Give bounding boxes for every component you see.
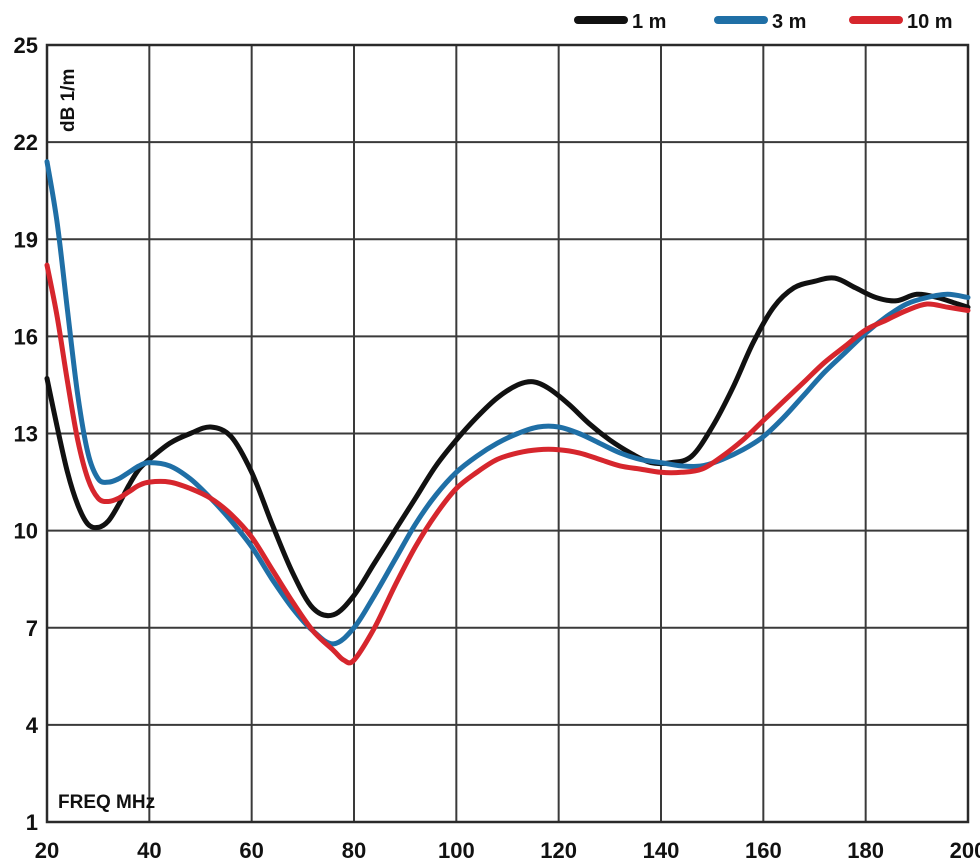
x-tick-label: 100 xyxy=(438,838,475,863)
x-tick-label: 140 xyxy=(643,838,680,863)
plot-frame xyxy=(45,43,970,824)
legend: 1 m 3 m 10 m xyxy=(574,11,953,33)
y-axis-label: dB 1/m xyxy=(58,69,79,132)
legend-label-3: 10 m xyxy=(907,11,953,33)
legend-label-2: 3 m xyxy=(772,11,806,33)
y-tick-label: 4 xyxy=(26,713,39,738)
legend-label-1: 1 m xyxy=(632,11,666,33)
x-axis-label: FREQ MHz xyxy=(58,792,155,813)
y-tick-label: 1 xyxy=(26,810,38,835)
y-tick-label: 22 xyxy=(14,130,38,155)
chart-grid xyxy=(45,43,970,824)
series-line-1 xyxy=(44,275,971,619)
x-tick-label: 80 xyxy=(342,838,366,863)
y-tick-label: 19 xyxy=(14,227,38,252)
y-tick-label: 7 xyxy=(26,616,38,641)
series-line-3 xyxy=(44,262,971,666)
x-tick-label: 60 xyxy=(239,838,263,863)
y-tick-label: 16 xyxy=(14,324,38,349)
x-tick-label: 20 xyxy=(35,838,59,863)
y-tick-label: 13 xyxy=(14,422,38,447)
series-line-2 xyxy=(44,159,971,647)
x-tick-label: 120 xyxy=(540,838,577,863)
y-tick-label: 10 xyxy=(14,519,38,544)
chart-tick-labels: 1 4 7 10 13 16 19 22 25 20 40 60 80 100 120 140 160 180 20… xyxy=(14,33,980,863)
x-tick-label: 200 xyxy=(950,838,980,863)
x-tick-label: 160 xyxy=(745,838,782,863)
y-tick-label: 25 xyxy=(14,33,38,58)
chart-series xyxy=(44,159,971,666)
x-tick-label: 180 xyxy=(847,838,884,863)
x-tick-label: 40 xyxy=(137,838,161,863)
